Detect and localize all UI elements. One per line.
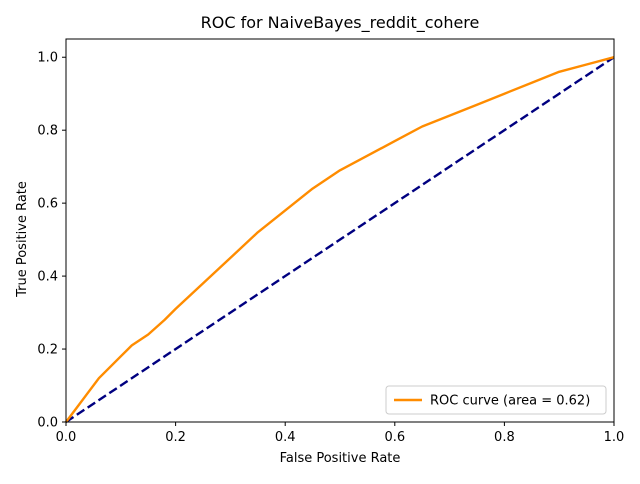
legend-box xyxy=(385,385,607,415)
y-tick-label: 0.2 xyxy=(37,343,58,358)
chart-title: ROC for NaiveBayes_reddit_cohere xyxy=(201,13,480,33)
y-tick-label: 0.8 xyxy=(37,124,58,139)
x-axis-ticks: 0.0 0.2 0.4 0.6 0.8 1.0 xyxy=(56,422,625,445)
x-tick-label: 0.6 xyxy=(384,430,405,445)
y-tick-label: 0.6 xyxy=(37,197,58,212)
y-tick-label: 1.0 xyxy=(37,51,58,66)
x-tick-label: 0.4 xyxy=(275,430,296,445)
plot-area xyxy=(65,38,615,423)
y-tick-label: 0.4 xyxy=(37,270,58,285)
x-tick-label: 1.0 xyxy=(604,430,625,445)
x-axis-label: False Positive Rate xyxy=(280,451,401,466)
plot-frame xyxy=(65,38,615,423)
chance-diagonal-line xyxy=(65,56,615,423)
x-tick-label: 0.0 xyxy=(56,430,77,445)
y-axis-label: True Positive Rate xyxy=(15,181,30,298)
y-axis-ticks: 0.0 0.2 0.4 0.6 0.8 1.0 xyxy=(37,51,66,431)
x-tick-label: 0.2 xyxy=(165,430,186,445)
legend: ROC curve (area = 0.62) xyxy=(385,385,607,415)
y-tick-label: 0.0 xyxy=(37,416,58,431)
legend-label-roc: ROC curve (area = 0.62) xyxy=(430,394,590,409)
x-tick-label: 0.8 xyxy=(494,430,515,445)
roc-curve-line xyxy=(65,56,615,423)
